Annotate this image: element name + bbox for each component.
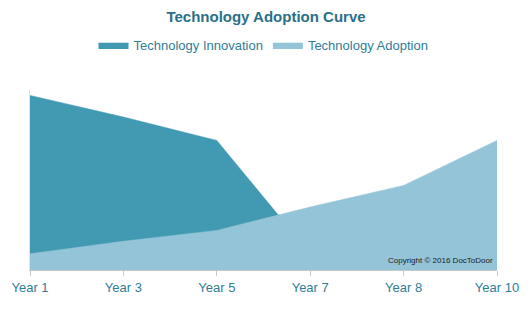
svg-text:Year 3: Year 3 bbox=[105, 280, 142, 295]
svg-text:Year 7: Year 7 bbox=[292, 280, 329, 295]
svg-text:Year 8: Year 8 bbox=[385, 280, 422, 295]
svg-text:Technology Adoption: Technology Adoption bbox=[308, 38, 428, 53]
svg-text:Copyright © 2016 DocToDoor: Copyright © 2016 DocToDoor bbox=[388, 256, 493, 265]
svg-text:Year 10: Year 10 bbox=[475, 280, 519, 295]
svg-text:Year 5: Year 5 bbox=[198, 280, 235, 295]
svg-text:Technology Innovation: Technology Innovation bbox=[134, 38, 263, 53]
svg-text:Technology Adoption Curve: Technology Adoption Curve bbox=[166, 8, 365, 25]
svg-text:Year 1: Year 1 bbox=[11, 280, 48, 295]
